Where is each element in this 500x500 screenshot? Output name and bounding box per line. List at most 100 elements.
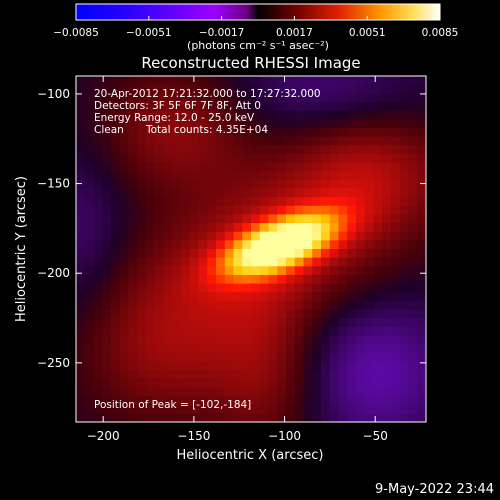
heatmap-cell <box>408 378 418 388</box>
heatmap-cell <box>338 153 348 164</box>
heatmap-cell <box>154 266 165 276</box>
heatmap-cell <box>181 257 191 267</box>
heatmap-cell <box>329 110 340 120</box>
heatmap-cell <box>364 413 375 422</box>
heatmap-cell <box>399 370 410 380</box>
heatmap-cell <box>198 223 208 233</box>
heatmap-cell <box>119 119 130 129</box>
heatmap-cell <box>268 300 278 311</box>
heatmap-cell <box>76 231 86 241</box>
heatmap-cell <box>137 188 147 198</box>
heatmap-cell <box>408 404 418 414</box>
heatmap-cell <box>198 188 208 198</box>
heatmap-cell <box>329 145 340 155</box>
heatmap-cell <box>93 292 103 302</box>
heatmap-cell <box>216 84 226 94</box>
heatmap-cell <box>329 127 340 138</box>
heatmap-cell <box>216 76 226 86</box>
heatmap-cell <box>84 413 95 422</box>
heatmap-cell <box>347 300 357 311</box>
heatmap-cell <box>189 274 200 285</box>
heatmap-cell <box>338 127 348 138</box>
heatmap-cell <box>224 205 235 215</box>
heatmap-cell <box>347 283 357 293</box>
heatmap-cell <box>84 214 95 224</box>
heatmap-cell <box>163 413 173 422</box>
heatmap-cell <box>356 76 366 86</box>
heatmap-cell <box>329 266 340 276</box>
heatmap-cell <box>189 162 200 172</box>
heatmap-cell <box>417 162 426 172</box>
heatmap-cell <box>321 101 331 112</box>
heatmap-cell <box>347 231 357 241</box>
heatmap-cell <box>233 335 243 345</box>
heatmap-cell <box>408 110 418 120</box>
heatmap-cell <box>417 309 426 319</box>
heatmap-cell <box>181 396 191 406</box>
heatmap-cell <box>146 84 156 94</box>
heatmap-cell <box>146 136 156 146</box>
heatmap-cell <box>146 274 156 285</box>
heatmap-cell <box>198 197 208 207</box>
heatmap-cell <box>128 249 138 259</box>
heatmap-cell <box>399 101 410 112</box>
heatmap-cell <box>198 84 208 94</box>
heatmap-cell <box>242 344 252 354</box>
heatmap-cell <box>119 205 130 215</box>
heatmap-cell <box>84 171 95 181</box>
heatmap-cell <box>294 404 305 414</box>
heatmap-cell <box>303 153 313 164</box>
heatmap-cell <box>417 318 426 328</box>
heatmap-cell <box>76 344 86 354</box>
x-tick-label: −150 <box>177 429 210 443</box>
heatmap-cell <box>391 110 401 120</box>
heatmap-cell <box>356 93 366 103</box>
heatmap-cell <box>251 292 261 302</box>
heatmap-cell <box>321 335 331 345</box>
heatmap-cell <box>277 283 287 293</box>
heatmap-cell <box>224 361 235 371</box>
heatmap-cell <box>111 413 121 422</box>
heatmap-cell <box>207 162 217 172</box>
heatmap-cell <box>391 335 401 345</box>
heatmap-cell <box>303 404 313 414</box>
heatmap-cell <box>408 318 418 328</box>
heatmap-cell <box>251 84 261 94</box>
heatmap-cell <box>224 274 235 285</box>
heatmap-cell <box>347 274 357 285</box>
heatmap-cell <box>417 378 426 388</box>
heatmap-cell <box>128 93 138 103</box>
heatmap-cell <box>338 378 348 388</box>
heatmap-cell <box>251 76 261 86</box>
heatmap-cell <box>119 300 130 311</box>
heatmap-cell <box>76 413 86 422</box>
heatmap-cell <box>137 93 147 103</box>
heatmap-cell <box>172 93 182 103</box>
heatmap-cell <box>119 145 130 155</box>
heatmap-cell <box>154 257 165 267</box>
heatmap-cell <box>391 257 401 267</box>
heatmap-cell <box>224 413 235 422</box>
heatmap-cell <box>408 300 418 311</box>
heatmap-cell <box>408 292 418 302</box>
heatmap-cell <box>259 110 270 120</box>
heatmap-cell <box>408 171 418 181</box>
heatmap-cell <box>347 101 357 112</box>
heatmap-cell <box>154 274 165 285</box>
heatmap-cell <box>294 136 305 146</box>
heatmap-cell <box>233 136 243 146</box>
heatmap-cell <box>347 257 357 267</box>
heatmap-cell <box>76 404 86 414</box>
heatmap-cell <box>119 93 130 103</box>
heatmap-cell <box>172 387 182 397</box>
heatmap-cell <box>399 249 410 259</box>
heatmap-cell <box>382 127 392 138</box>
heatmap-cell <box>198 344 208 354</box>
heatmap-cell <box>216 214 226 224</box>
heatmap-cell <box>137 352 147 363</box>
heatmap-cell <box>76 214 86 224</box>
heatmap-cell <box>268 266 278 276</box>
heatmap-cell <box>382 274 392 285</box>
heatmap-cell <box>102 76 112 86</box>
heatmap-cell <box>312 309 322 319</box>
